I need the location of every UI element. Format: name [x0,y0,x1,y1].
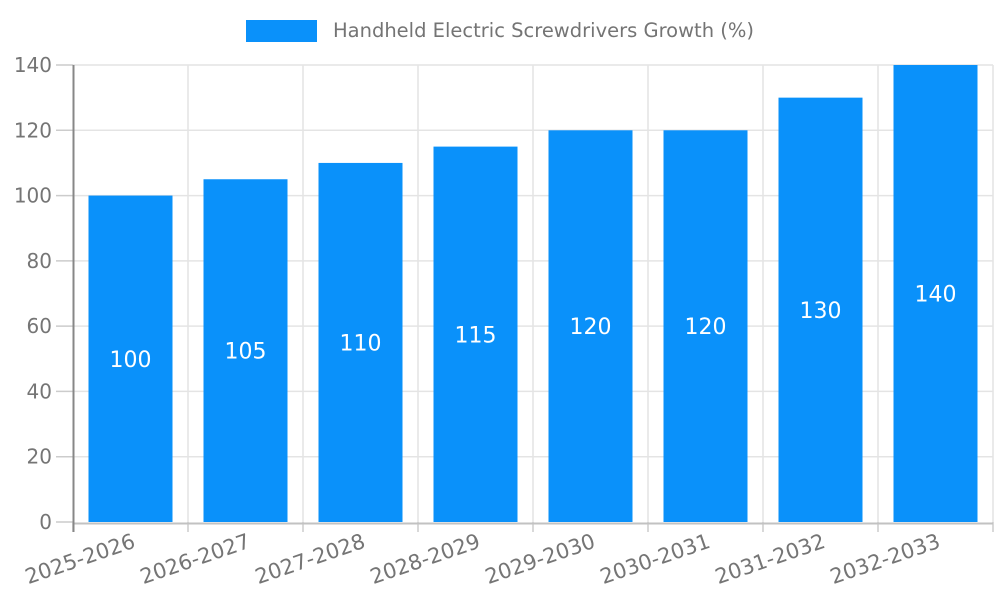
x-tick-label: 2028-2029 [367,529,483,589]
y-tick-label: 20 [27,445,52,469]
bar-value-label: 110 [340,331,382,356]
x-tick-label: 2030-2031 [597,529,713,589]
bar-value-label: 100 [110,348,152,373]
bar [203,179,288,522]
bar-value-label: 120 [570,315,612,340]
x-tick-label: 2031-2032 [712,529,828,589]
x-tick-label: 2026-2027 [137,529,253,589]
bar-value-label: 140 [915,283,957,308]
bar-value-label: 115 [455,323,497,348]
legend-item[interactable]: Handheld Electric Screwdrivers Growth (%… [0,17,1000,45]
bar-value-label: 120 [685,315,727,340]
x-tick-label: 2027-2028 [252,529,368,589]
y-tick-label: 80 [27,249,52,273]
x-tick-label: 2032-2033 [827,529,943,589]
y-tick-label: 60 [27,314,52,338]
y-tick-label: 0 [39,510,52,534]
x-tick-label: 2029-2030 [482,529,598,589]
y-tick-label: 40 [27,379,52,403]
bar [88,195,173,523]
y-tick-label: 100 [14,184,52,208]
bar-value-label: 130 [800,299,842,324]
x-tick-label: 2025-2026 [22,529,138,589]
bar [663,130,748,523]
bar [318,162,403,522]
legend-label: Handheld Electric Screwdrivers Growth (%… [332,19,755,42]
bar [548,130,633,523]
legend-swatch [245,20,317,42]
bar [433,146,518,522]
y-tick-label: 120 [14,118,52,142]
bar-value-label: 105 [225,340,267,365]
bar [778,97,863,523]
bar [893,65,978,522]
y-tick-label: 140 [14,53,52,77]
